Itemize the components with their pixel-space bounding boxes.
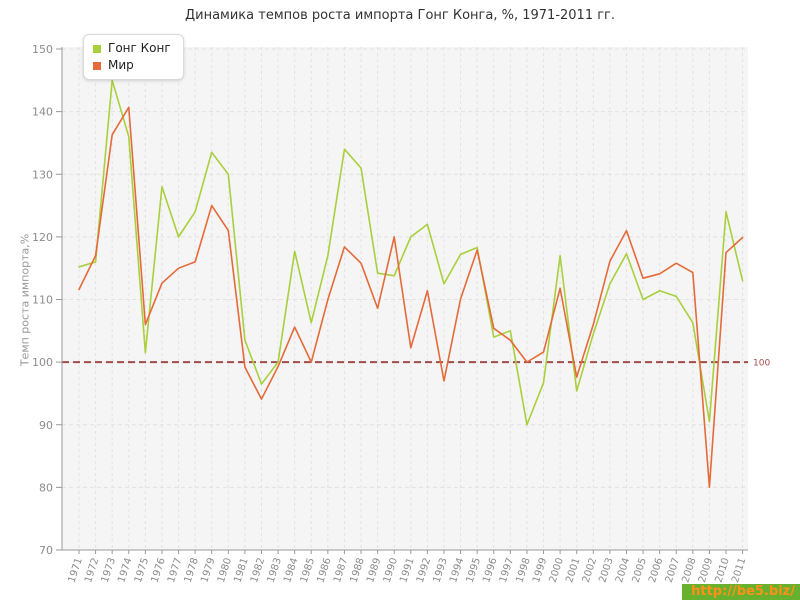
legend-item-world: Мир (93, 57, 171, 74)
y-tick-label: 90 (39, 419, 53, 432)
x-tick-label: 1986 (315, 557, 333, 585)
x-tick-label: 2010 (714, 557, 732, 585)
x-tick-label: 2001 (564, 557, 582, 585)
x-tick-label: 1984 (282, 557, 300, 585)
x-tick-label: 1999 (531, 557, 549, 585)
x-tick-label: 1981 (232, 557, 250, 585)
x-tick-label: 1975 (133, 557, 151, 585)
watermark-link[interactable]: http://be5.biz/ (682, 584, 800, 600)
x-tick-label: 2006 (647, 557, 665, 585)
x-tick-label: 1977 (166, 557, 184, 585)
legend-label-hong-kong: Гонг Конг (108, 41, 171, 55)
x-tick-label: 1974 (116, 557, 134, 585)
x-tick-label: 1971 (67, 557, 85, 585)
x-tick-label: 1973 (100, 557, 118, 585)
x-tick-label: 1982 (249, 557, 267, 585)
legend-swatch-hong-kong-icon (93, 44, 101, 53)
y-axis-title: Темп роста импорта,% (18, 233, 32, 367)
x-tick-label: 1994 (448, 557, 466, 585)
y-tick-label: 140 (32, 106, 53, 119)
x-tick-label: 1991 (398, 557, 416, 585)
x-tick-label: 1987 (332, 557, 350, 585)
y-tick-label: 70 (39, 544, 53, 557)
x-tick-label: 1985 (299, 557, 317, 585)
y-tick-label: 120 (32, 231, 53, 244)
y-tick-label: 100 (32, 356, 53, 369)
x-tick-label: 2011 (730, 557, 748, 585)
x-tick-label: 2008 (680, 557, 698, 585)
legend-label-world: Мир (108, 58, 134, 72)
x-tick-label: 1980 (216, 557, 234, 585)
x-tick-label: 2004 (614, 557, 632, 585)
x-tick-label: 1998 (514, 557, 532, 585)
y-tick-label: 80 (39, 481, 53, 494)
x-tick-label: 1972 (83, 557, 101, 585)
x-tick-label: 2005 (631, 557, 649, 585)
chart-title: Динамика темпов роста импорта Гонг Конга… (184, 8, 616, 23)
y-tick-label: 130 (32, 168, 53, 181)
x-tick-label: 1976 (149, 557, 167, 585)
x-tick-label: 2003 (597, 557, 615, 585)
series-line-hong-kong (78, 79, 744, 426)
x-tick-label: 1988 (349, 557, 367, 585)
x-tick-label: 1983 (266, 557, 284, 585)
y-tick-label: 150 (32, 43, 53, 56)
y-tick-label: 110 (32, 294, 53, 307)
x-tick-label: 1997 (498, 557, 516, 585)
x-tick-label: 1989 (365, 557, 383, 585)
x-tick-label: 1995 (465, 557, 483, 585)
legend-swatch-world-icon (93, 61, 101, 70)
x-tick-label: 2009 (697, 557, 715, 585)
x-tick-label: 2007 (664, 557, 682, 585)
x-tick-label: 2002 (581, 557, 599, 585)
x-tick-label: 1978 (183, 557, 201, 585)
plot-background (62, 47, 748, 550)
x-tick-label: 1992 (415, 557, 433, 585)
x-tick-label: 1990 (382, 557, 400, 585)
x-tick-label: 2000 (548, 557, 566, 585)
legend-item-hong-kong: Гонг Конг (93, 40, 171, 57)
reference-line-label: 100 (753, 359, 770, 369)
x-tick-label: 1996 (481, 557, 499, 585)
legend: Гонг Конг Мир (83, 34, 184, 80)
x-tick-label: 1993 (432, 557, 450, 585)
series-line-world (78, 106, 744, 489)
x-tick-label: 1979 (199, 557, 217, 585)
